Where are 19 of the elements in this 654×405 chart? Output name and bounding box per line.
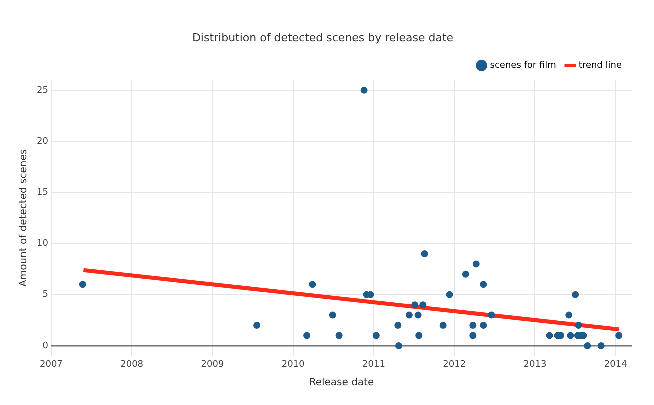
legend-label: scenes for film (490, 61, 556, 72)
x-tick-label: 2010 (282, 360, 306, 370)
y-tick-label: 20 (37, 136, 49, 147)
y-axis-title: Amount of detected scenes (18, 149, 30, 287)
y-tick-label: 5 (42, 290, 48, 300)
y-tick-label: 0 (42, 341, 49, 352)
x-tick-label: 2009 (201, 360, 224, 370)
x-tick-label: 2014 (604, 360, 628, 370)
x-tick-label: 2007 (40, 360, 63, 370)
x-tick-label: 2013 (524, 360, 547, 370)
x-tick-label: 2011 (362, 360, 386, 370)
y-tick-label: 15 (37, 188, 48, 198)
x-axis-title: Release date (309, 378, 374, 389)
y-tick-label: 25 (37, 86, 48, 96)
y-tick-label: 10 (37, 239, 49, 250)
chart-title: Distribution of detected scenes by release date (192, 31, 454, 44)
legend-label: trend line (578, 61, 622, 72)
x-tick-label: 2012 (443, 360, 466, 370)
x-tick-label: 2008 (120, 360, 144, 370)
